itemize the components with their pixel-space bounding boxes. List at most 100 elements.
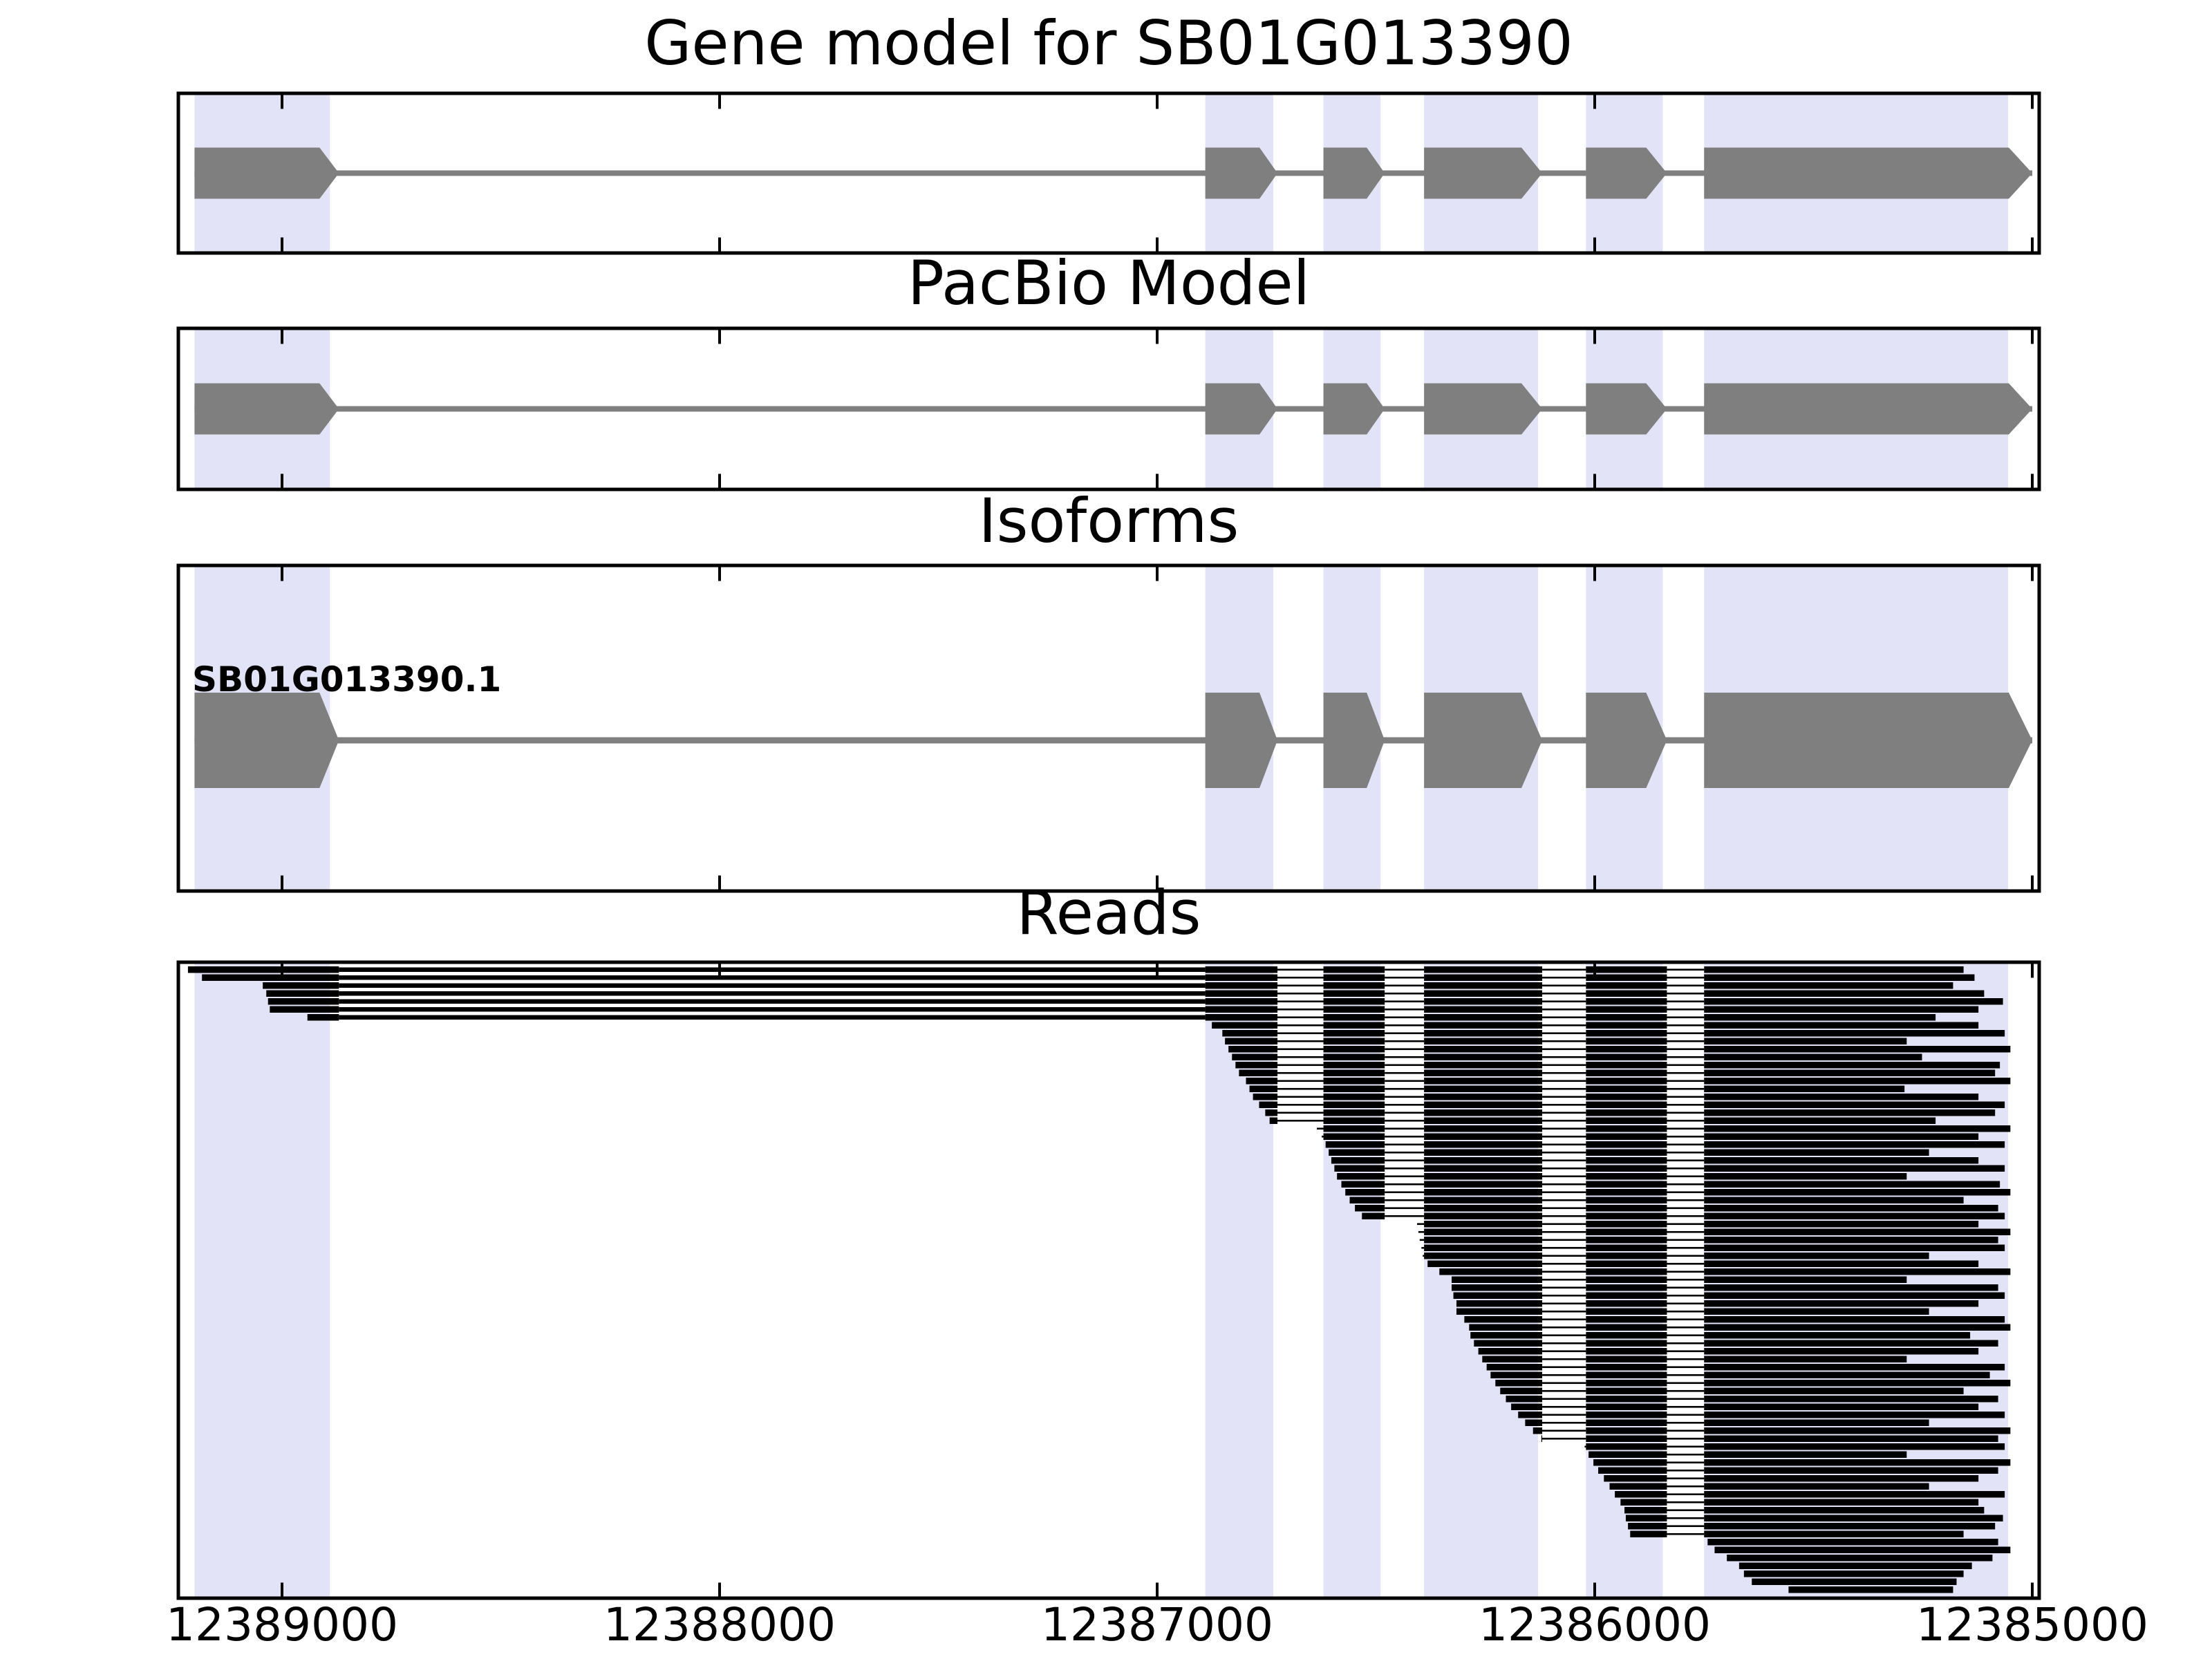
read-segment (1667, 1103, 1705, 1106)
read-segment (1704, 1030, 2005, 1037)
read-segment (1424, 1117, 1543, 1124)
axis-tick (281, 237, 283, 252)
read-row (1788, 1586, 1953, 1593)
read-segment (1542, 1112, 1586, 1114)
read-segment (1704, 1006, 1979, 1013)
read-segment (1542, 968, 1586, 971)
read-segment (1541, 1435, 1543, 1442)
axis-tick (1593, 474, 1596, 488)
read-segment (1704, 1443, 2005, 1450)
read-segment (1246, 1078, 1278, 1085)
read-segment (1265, 1109, 1278, 1116)
read-segment (1542, 1096, 1586, 1098)
read-segment (1542, 1286, 1586, 1289)
read-segment (1385, 968, 1425, 971)
read-segment (1620, 1499, 1667, 1506)
read-segment (1586, 1165, 1667, 1172)
read-segment (1704, 1530, 1964, 1537)
read-segment (1625, 1515, 1667, 1521)
read-segment (1427, 1260, 1543, 1267)
read-row (1329, 1149, 1929, 1156)
read-row (1511, 1403, 1979, 1410)
exon-arrow (1205, 693, 1278, 788)
axis-tick (718, 875, 721, 890)
read-segment (1495, 1380, 1543, 1387)
read-segment (1704, 1038, 1907, 1044)
read-segment (1586, 1109, 1667, 1116)
read-segment (1323, 1014, 1385, 1021)
read-segment (1586, 1133, 1667, 1140)
read-row (1419, 1237, 1998, 1244)
read-segment (1542, 1056, 1586, 1058)
axis-tick (1156, 237, 1159, 252)
read-segment (1542, 1358, 1586, 1360)
read-segment (1542, 1191, 1586, 1194)
read-segment (1667, 1048, 1705, 1051)
read-segment (1586, 1069, 1667, 1076)
read-segment (1349, 1197, 1385, 1203)
read-segment (1667, 1262, 1705, 1265)
intron-line (194, 170, 2033, 176)
read-segment (1586, 1157, 1667, 1164)
axis-tick (718, 1582, 721, 1597)
read-segment (1704, 1380, 2011, 1387)
read-segment (1586, 998, 1667, 1005)
axis-tick (1593, 237, 1596, 252)
axis-tick (1156, 474, 1159, 488)
panel-border (176, 563, 2041, 893)
intron-line (194, 406, 2033, 412)
read-segment (339, 1015, 1206, 1020)
read-segment (1667, 1071, 1705, 1074)
read-segment (1586, 1387, 1667, 1394)
read-segment (1586, 1403, 1667, 1410)
read-segment (1667, 1223, 1705, 1226)
read-segment (1542, 1103, 1586, 1106)
read-segment (1542, 1246, 1586, 1249)
read-row (1620, 1499, 1979, 1506)
read-row (1341, 1181, 2000, 1188)
read-segment (1277, 1008, 1324, 1011)
read-segment (1704, 1475, 1979, 1482)
read-segment (1667, 1159, 1705, 1162)
read-row (1265, 1109, 1996, 1116)
read-segment (1542, 1366, 1586, 1369)
exon-arrow (1424, 147, 1543, 199)
read-row (1506, 1396, 1998, 1403)
panel-title-gene-model: Gene model for SB01G013390 (644, 8, 1573, 79)
read-segment (1704, 1332, 1971, 1339)
read-segment (1385, 984, 1425, 987)
read-row (1486, 1364, 2005, 1371)
read-segment (1704, 1221, 1979, 1228)
read-segment (1323, 1069, 1385, 1076)
read-row (202, 974, 1975, 981)
read-segment (1542, 992, 1586, 995)
read-segment (1542, 1342, 1586, 1344)
read-segment (1704, 1499, 1979, 1506)
read-segment (1317, 1127, 1324, 1130)
read-segment (1704, 1094, 1979, 1100)
read-segment (1704, 1268, 2011, 1275)
read-row (1246, 1078, 2011, 1085)
read-segment (1277, 1071, 1324, 1074)
x-tick-label: 12386000 (1479, 1598, 1711, 1651)
read-row (1418, 1228, 2011, 1235)
read-segment (1586, 974, 1667, 981)
read-segment (1667, 1278, 1705, 1281)
read-segment (1424, 1125, 1543, 1132)
read-segment (1259, 1101, 1278, 1108)
axis-tick (281, 330, 283, 344)
read-segment (1334, 1165, 1385, 1172)
read-segment (1486, 1364, 1543, 1371)
axis-tick (2031, 330, 2034, 344)
read-segment (1424, 1221, 1543, 1228)
read-segment (1424, 1038, 1543, 1044)
read-segment (1222, 1030, 1278, 1037)
read-segment (1586, 1324, 1667, 1331)
read-segment (1542, 1389, 1586, 1392)
axis-tick (2031, 964, 2034, 978)
read-row (1253, 1094, 1979, 1100)
read-segment (1424, 1085, 1543, 1092)
read-segment (1667, 1096, 1705, 1098)
read-segment (1704, 990, 1985, 997)
read-segment (187, 966, 339, 973)
